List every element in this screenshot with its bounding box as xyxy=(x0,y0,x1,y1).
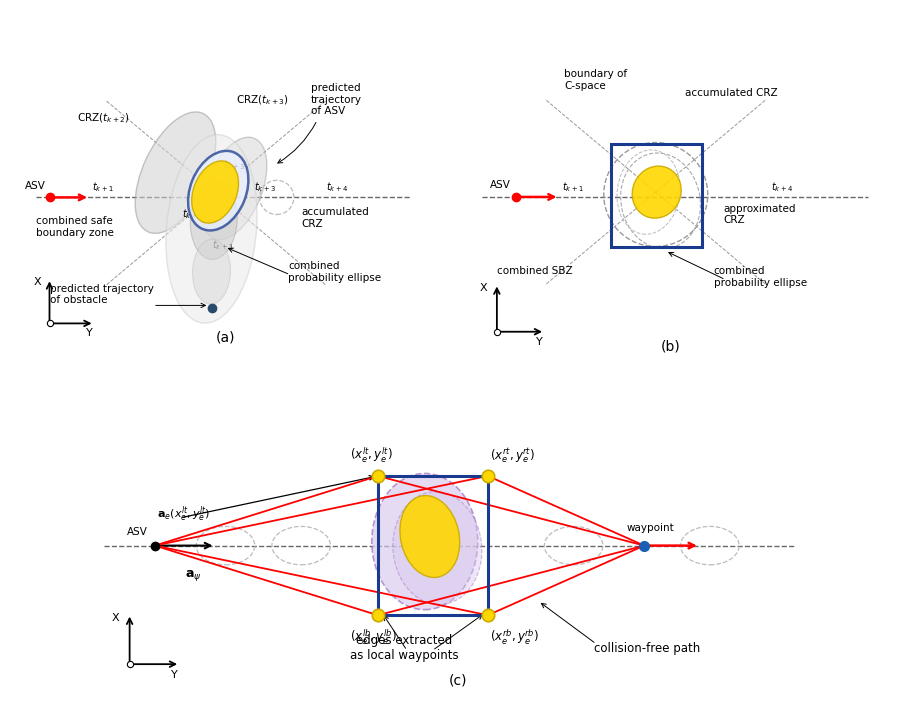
Text: $\mathbf{a}_{\psi}$: $\mathbf{a}_{\psi}$ xyxy=(185,568,202,583)
Text: $t_{k+1}$: $t_{k+1}$ xyxy=(562,180,583,194)
Ellipse shape xyxy=(393,491,482,605)
Ellipse shape xyxy=(632,166,681,218)
Text: $t_{k+4}$: $t_{k+4}$ xyxy=(771,180,794,194)
Text: $(x_e^{lb}, y_e^{lb})$: $(x_e^{lb}, y_e^{lb})$ xyxy=(350,627,397,647)
Text: combined safe
boundary zone: combined safe boundary zone xyxy=(36,216,114,238)
Text: $t_{k+4}$: $t_{k+4}$ xyxy=(327,181,348,194)
Text: combined
probability ellipse: combined probability ellipse xyxy=(714,266,806,288)
Ellipse shape xyxy=(166,134,257,323)
Ellipse shape xyxy=(202,137,266,239)
Text: $t_{k+3}$: $t_{k+3}$ xyxy=(255,181,276,194)
Ellipse shape xyxy=(190,180,238,260)
Text: predicted
trajectory
of ASV: predicted trajectory of ASV xyxy=(310,83,362,116)
Text: (b): (b) xyxy=(661,340,680,354)
Ellipse shape xyxy=(372,474,478,610)
Text: accumulated
CRZ: accumulated CRZ xyxy=(302,207,369,229)
Text: Y: Y xyxy=(86,328,94,338)
Text: $t_{k+1}$: $t_{k+1}$ xyxy=(93,181,114,194)
Text: accumulated CRZ: accumulated CRZ xyxy=(685,88,778,98)
Text: predicted trajectory
of obstacle: predicted trajectory of obstacle xyxy=(50,284,153,305)
Text: (a): (a) xyxy=(215,330,235,344)
Bar xyxy=(378,476,488,615)
Text: $t_{k+1}$: $t_{k+1}$ xyxy=(212,238,233,251)
Text: $t_{k+3}$: $t_{k+3}$ xyxy=(223,158,245,172)
Text: Y: Y xyxy=(536,337,543,347)
Text: ASV: ASV xyxy=(25,182,46,191)
Text: $(x_e^{lt}, y_e^{lt})$: $(x_e^{lt}, y_e^{lt})$ xyxy=(350,446,393,465)
Ellipse shape xyxy=(135,112,216,233)
Text: combined
probability ellipse: combined probability ellipse xyxy=(288,261,381,283)
Text: boundary of
C-space: boundary of C-space xyxy=(564,69,627,91)
Text: combined SBZ: combined SBZ xyxy=(497,266,572,276)
Text: Y: Y xyxy=(171,670,177,680)
Text: collision-free path: collision-free path xyxy=(594,641,700,655)
Ellipse shape xyxy=(193,239,230,304)
Text: $\mathrm{CRZ}(t_{k+2})$: $\mathrm{CRZ}(t_{k+2})$ xyxy=(76,111,130,125)
Text: (c): (c) xyxy=(448,673,467,687)
Text: edges extracted
as local waypoints: edges extracted as local waypoints xyxy=(350,634,459,662)
Ellipse shape xyxy=(188,151,248,230)
Ellipse shape xyxy=(400,496,460,577)
Text: X: X xyxy=(112,613,120,623)
Text: $(x_e^{rt}, y_e^{rt})$: $(x_e^{rt}, y_e^{rt})$ xyxy=(491,446,536,465)
Ellipse shape xyxy=(192,161,238,223)
Text: $\mathrm{CRZ}(t_{k+3})$: $\mathrm{CRZ}(t_{k+3})$ xyxy=(237,93,289,107)
Text: $t_{k+2}$: $t_{k+2}$ xyxy=(183,208,204,222)
Text: waypoint: waypoint xyxy=(626,524,674,534)
Text: ASV: ASV xyxy=(127,527,148,536)
Text: $(x_e^{rb}, y_e^{rb})$: $(x_e^{rb}, y_e^{rb})$ xyxy=(491,627,539,647)
Bar xyxy=(611,144,702,248)
Text: X: X xyxy=(34,277,41,287)
Text: ASV: ASV xyxy=(490,180,510,190)
Text: approximated
CRZ: approximated CRZ xyxy=(723,204,796,225)
Text: X: X xyxy=(480,283,488,293)
Text: $\mathbf{a}_e(x_e^{lt},y_e^{lt})$: $\mathbf{a}_e(x_e^{lt},y_e^{lt})$ xyxy=(158,505,211,524)
